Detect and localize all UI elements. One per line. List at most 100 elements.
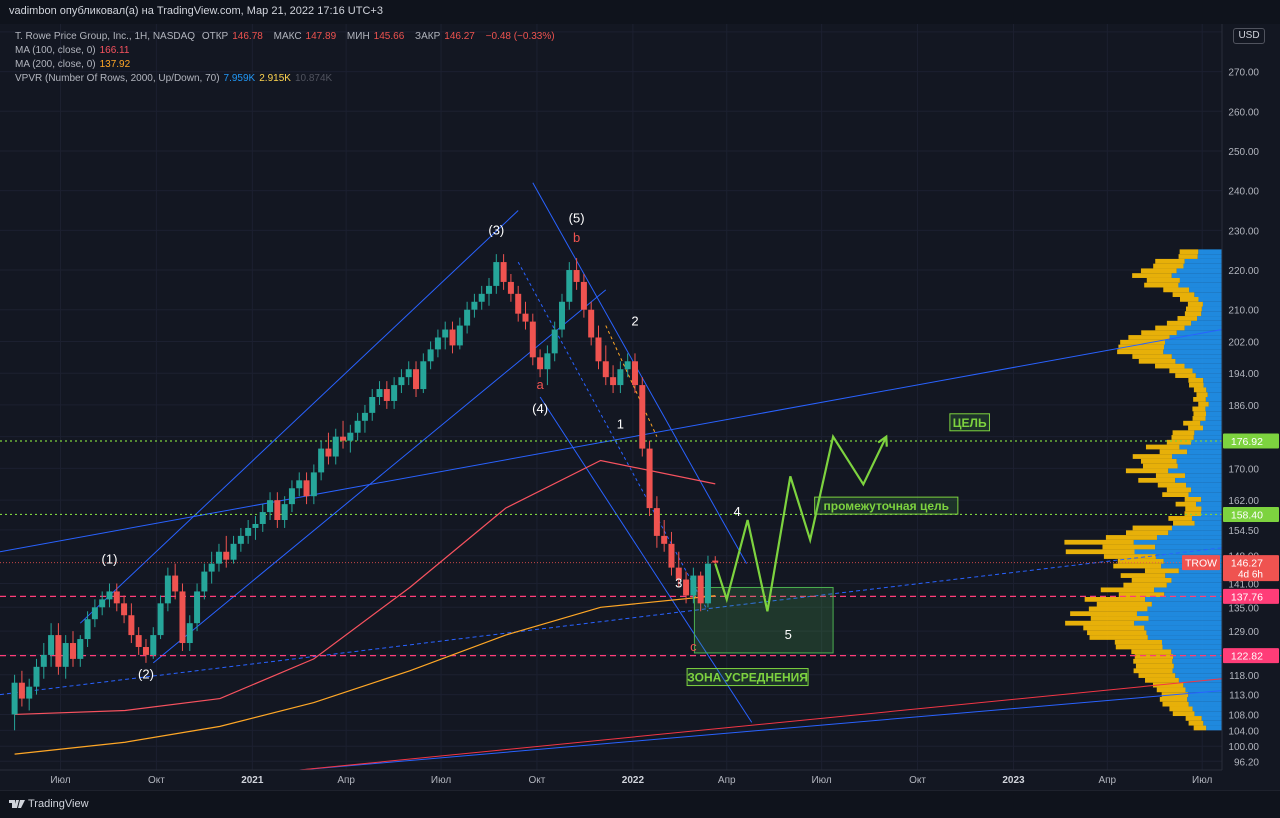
vp-bar-down [1084,596,1146,602]
price-axis-tick: 162.00 [1228,496,1259,507]
candle [434,329,441,358]
candle-body [106,591,113,600]
candle [537,349,544,378]
annotation-label: ЦЕЛЬ [949,413,990,432]
wave-label: (5) [569,210,585,225]
vp-bar-down [1117,558,1164,564]
candle [288,480,295,513]
candle-body [398,377,405,386]
candle-body [237,535,244,544]
price-axis-tick: 240.00 [1228,187,1259,198]
price-axis-tick: 113.00 [1229,691,1259,702]
candle [150,627,157,659]
candle-body [186,623,193,644]
vp-bar-down [1169,706,1193,712]
vp-bar-up [1206,387,1222,393]
candle-body [588,309,595,338]
candle-body [522,313,529,322]
candle [172,563,179,600]
vp-bar-down [1120,339,1165,345]
price-axis-tick: 194.00 [1228,369,1259,380]
vp-bar-up [1165,573,1222,578]
vp-bar-up [1177,463,1222,469]
candle [624,353,631,378]
candle [296,472,303,497]
vp-bar-up [1173,663,1222,669]
candle-body [252,523,259,528]
candle [252,516,259,540]
candle [135,627,142,655]
vp-bar-down [1138,477,1176,483]
candle-body [296,480,303,489]
vp-bar-up [1175,358,1222,364]
vp-bar-up [1201,311,1222,317]
candle-body [566,270,573,302]
price-chart[interactable]: (1) (2) (3) (4) (5) a b c 1 2 3 4 5 ЦЕЛЬ промежуточная… [0,24,1280,790]
candle-body [33,666,40,687]
vp-bar-down [1172,711,1195,717]
legend-high: МАКС 147.89 [273,31,337,42]
candle [405,361,412,386]
price-axis-tick: 135.00 [1228,603,1259,614]
vp-bar-up [1173,654,1222,659]
time-axis-background [0,770,1280,790]
vp-bar-down [1189,382,1204,388]
footer-bar: TradingView [0,790,1280,818]
vp-bar-up [1195,373,1222,378]
vp-bar-down [1146,277,1180,283]
vp-bar-up [1166,582,1222,588]
annotation-text: ЗОНА УСРЕДНЕНИЯ [687,671,808,685]
candle [617,361,624,394]
vp-bar-down [1198,401,1209,407]
vp-bar-down [1103,554,1156,559]
vp-bar-up [1168,530,1222,536]
wave-dashed-line [517,261,709,612]
wave-label: (2) [138,667,154,682]
vp-bar-down [1179,297,1199,302]
legend-vpvr[interactable]: VPVR (Number Of Rows, 2000, Up/Down, 70)… [15,73,333,84]
legend-ma100[interactable]: MA (100, close, 0) 166.11 [15,45,130,56]
time-axis-tick: Июл [431,775,451,786]
vp-bar-up [1194,520,1222,526]
vp-bar-down [1065,620,1135,626]
candle-body [332,436,339,457]
vp-bar-down [1171,435,1194,440]
vp-bar-down [1162,492,1189,497]
candle-body [617,369,624,386]
candle-body [164,575,171,604]
candle [354,412,361,441]
price-label-box [1223,588,1279,604]
wave-dashed-orange [605,325,658,437]
vp-bar-down [1159,449,1188,455]
price-label-text: 158.40 [1231,509,1263,521]
vp-bar-up [1194,711,1222,717]
vp-bar-up [1201,506,1222,512]
vp-bar-down [1193,387,1207,393]
vp-bar-up [1188,492,1222,497]
vp-bar-up [1133,539,1222,545]
vp-bar-up [1184,325,1222,331]
vp-bar-down [1163,287,1190,293]
vp-bar-up [1207,392,1222,397]
vp-bar-down [1145,444,1180,450]
vp-bar-down [1168,516,1192,521]
candle-body [267,500,274,513]
candle-body [84,619,91,640]
wave-label: 2 [631,314,638,329]
candle [486,277,493,306]
candle-body [201,571,208,592]
grid-lines [0,24,1222,770]
candle-body [135,635,142,647]
dashed-support-extension [751,547,1223,604]
vp-bar-up [1171,525,1222,531]
vp-bar-up [1175,477,1222,483]
currency-button[interactable]: USD [1233,28,1265,44]
vp-bar-down [1118,592,1165,597]
candle-body [631,361,638,386]
vp-bar-down [1188,720,1204,726]
legend-change: −0.48 (−0.33%) [485,31,555,42]
legend-ma200[interactable]: MA (200, close, 0) 137.92 [15,59,131,70]
vp-bar-down [1105,535,1157,540]
vp-bar-down [1155,473,1186,478]
candle-body [413,369,420,390]
